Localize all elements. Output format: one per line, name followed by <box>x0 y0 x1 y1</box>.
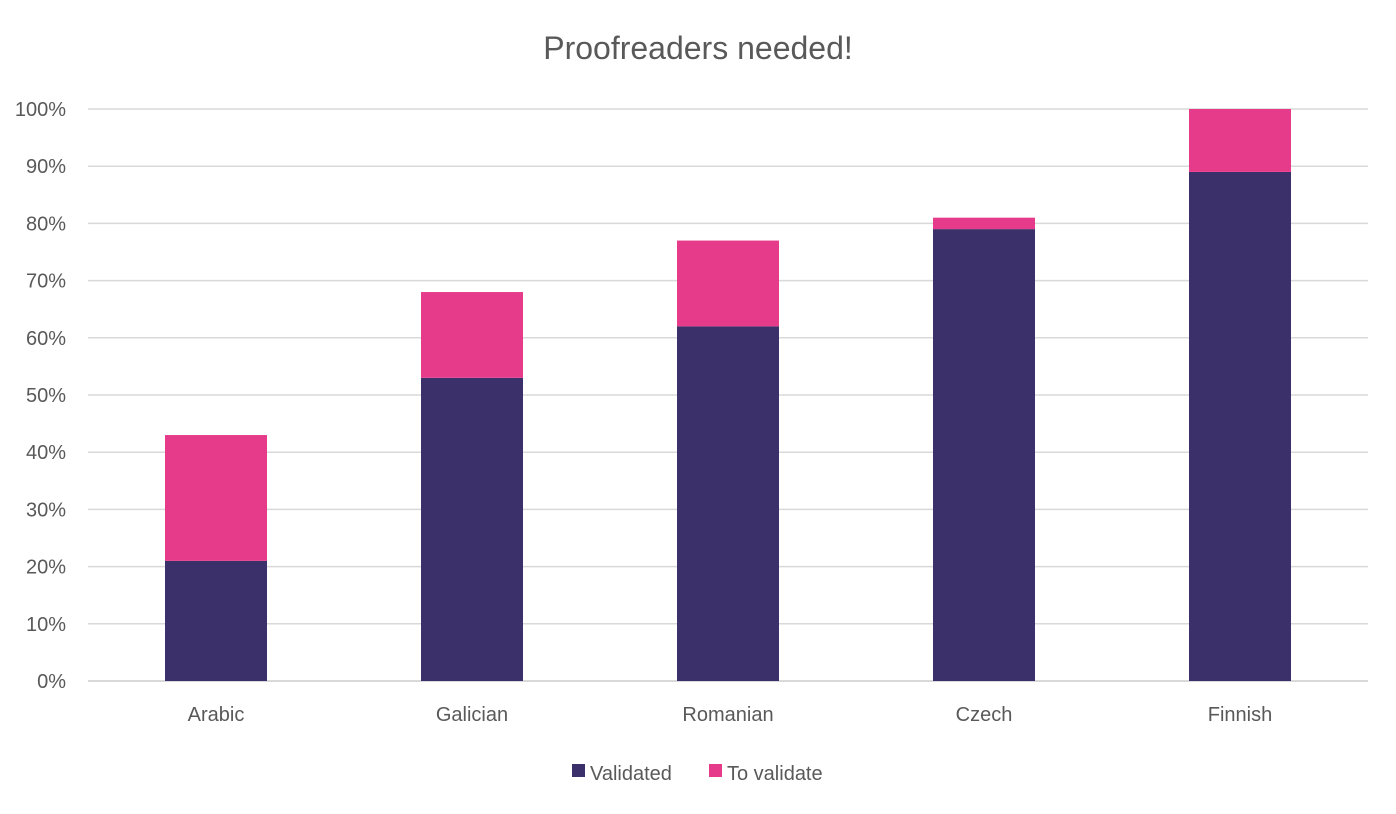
bar-validated-czech <box>933 229 1035 681</box>
bar-to-validate-romanian <box>677 240 779 327</box>
y-tick-label: 90% <box>26 156 66 178</box>
y-tick-label: 10% <box>26 614 66 636</box>
bar-validated-galician <box>421 377 523 681</box>
y-tick-label: 40% <box>26 442 66 464</box>
bars <box>165 109 1291 682</box>
legend-swatch <box>572 764 585 777</box>
y-tick-label: 80% <box>26 213 66 235</box>
x-axis-category-labels: Arabic Galician Romanian Czech Finnish <box>188 704 1273 726</box>
y-tick-label: 30% <box>26 499 66 521</box>
x-tick-label: Czech <box>956 704 1013 726</box>
legend-label: Validated <box>590 763 672 785</box>
bar-to-validate-arabic <box>165 435 267 561</box>
y-tick-label: 20% <box>26 557 66 579</box>
bar-to-validate-galician <box>421 292 523 378</box>
legend-label: To validate <box>727 763 823 785</box>
legend-swatch <box>709 764 722 777</box>
y-tick-label: 0% <box>37 671 66 693</box>
bar-to-validate-finnish <box>1189 109 1291 172</box>
x-tick-label: Finnish <box>1208 704 1272 726</box>
bar-validated-finnish <box>1189 171 1291 682</box>
bar-validated-romanian <box>677 326 779 681</box>
bar-validated-arabic <box>165 560 267 681</box>
chart-title: Proofreaders needed! <box>543 30 853 66</box>
y-tick-label: 100% <box>15 99 66 121</box>
x-tick-label: Galician <box>436 704 508 726</box>
y-tick-label: 50% <box>26 385 66 407</box>
y-tick-label: 60% <box>26 328 66 350</box>
y-axis-tick-labels: 0% 10% 20% 30% 40% 50% 60% 70% 80% 90% 100% <box>15 99 66 693</box>
bar-to-validate-czech <box>933 217 1035 230</box>
x-tick-label: Arabic <box>188 704 245 726</box>
x-tick-label: Romanian <box>682 704 773 726</box>
y-tick-label: 70% <box>26 271 66 293</box>
legend: Validated To validate <box>572 763 823 785</box>
